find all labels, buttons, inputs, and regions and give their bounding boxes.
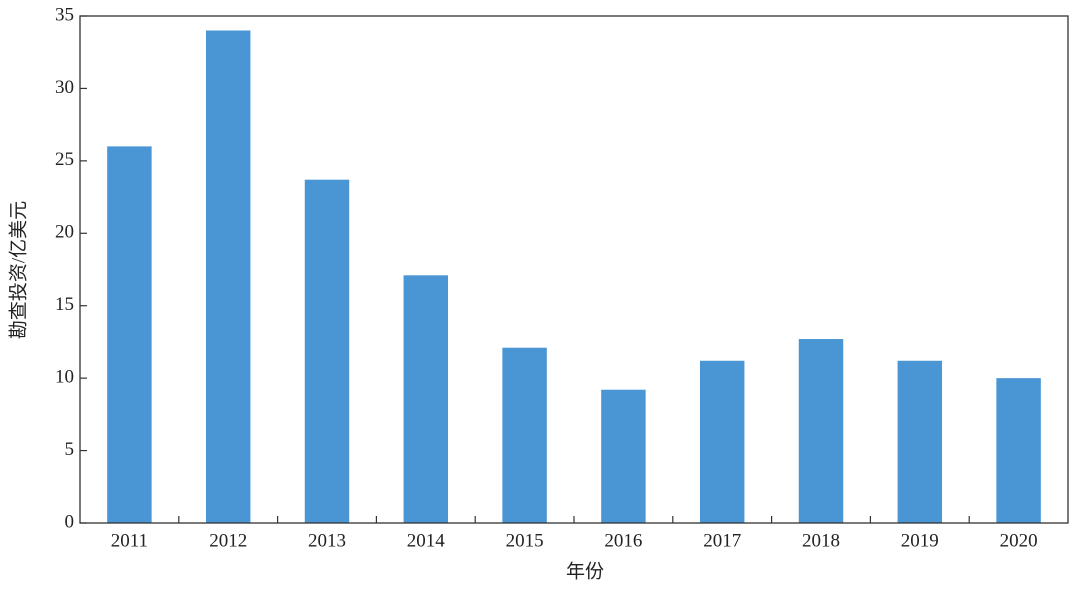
y-tick-label: 0 (65, 511, 75, 532)
bar (996, 378, 1041, 523)
bar (403, 275, 449, 523)
y-tick-label: 5 (65, 439, 75, 460)
x-axis-label: 年份 (566, 560, 604, 582)
x-tick-label: 2018 (802, 530, 840, 551)
y-axis-label: 勘查投资/亿美元 (7, 201, 29, 339)
plot-frame (79, 15, 1069, 524)
x-tick-label: 2012 (209, 530, 247, 551)
y-tick-label: 25 (55, 149, 74, 170)
x-tick-label: 2019 (901, 530, 939, 551)
y-tick-label: 20 (55, 222, 74, 243)
bar (601, 389, 646, 523)
x-tick-label: 2014 (407, 530, 446, 551)
bar (107, 146, 152, 523)
x-tick-label: 2020 (1000, 530, 1038, 551)
y-tick-label: 30 (55, 77, 74, 98)
x-tick-label: 2016 (604, 530, 642, 551)
bar (205, 30, 251, 523)
x-tick-label: 2015 (506, 530, 544, 551)
bar (798, 339, 844, 523)
x-tick-label: 2011 (111, 530, 148, 551)
bar (699, 360, 745, 523)
x-tick-label: 2013 (308, 530, 346, 551)
x-tick-label: 2017 (703, 530, 741, 551)
y-tick-label: 10 (55, 367, 74, 388)
bar (502, 347, 547, 523)
bar (304, 179, 350, 523)
y-tick-label: 15 (55, 294, 74, 315)
bar (897, 360, 943, 523)
y-tick-label: 35 (55, 4, 74, 25)
